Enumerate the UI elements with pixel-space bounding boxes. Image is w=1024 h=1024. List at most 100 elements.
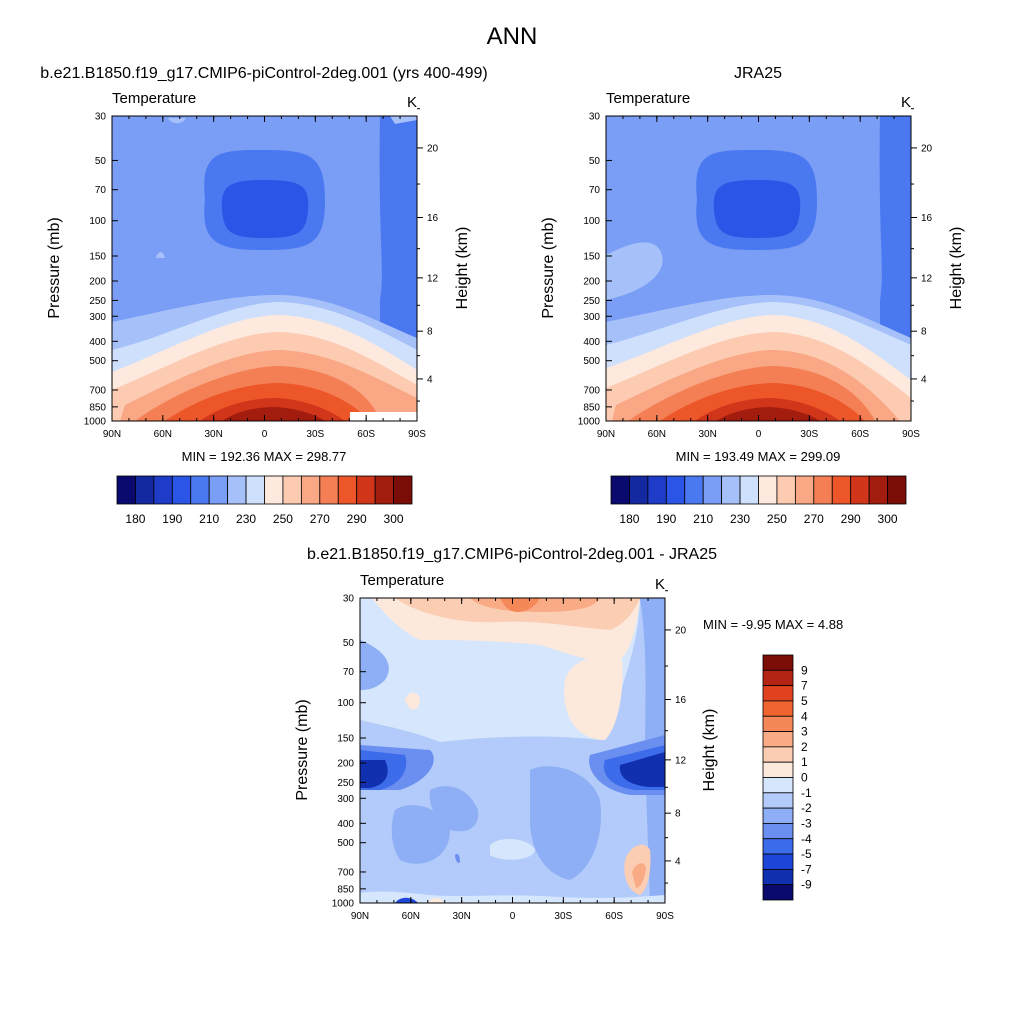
panel-title: b.e21.B1850.f19_g17.CMIP6-piControl-2deg… [40, 65, 487, 82]
colorbar-label: 210 [693, 512, 713, 526]
y-tick-label: 500 [337, 838, 354, 849]
y-tick-label: 700 [583, 385, 600, 396]
colorbar-box [245, 475, 265, 505]
y-tick-label: 850 [583, 402, 600, 413]
colorbar-box [762, 823, 794, 840]
y-tick-label: 400 [583, 337, 600, 348]
x-tick-label: 30N [204, 429, 222, 440]
colorbar-box [153, 475, 173, 505]
colorbar-label: 2 [801, 740, 808, 754]
colorbar-label: 230 [236, 512, 256, 526]
x-tick-label: 0 [262, 429, 268, 440]
height-tick-label: 20 [675, 625, 687, 636]
y-tick-label: 250 [337, 778, 354, 789]
panel-difference: b.e21.B1850.f19_g17.CMIP6-piControl-2deg… [294, 546, 843, 922]
x-tick-label: 30S [554, 911, 572, 922]
x-tick-label: 60S [605, 911, 623, 922]
panel-right-label: K [901, 94, 911, 111]
colorbar-box [762, 761, 794, 778]
panel-stats: MIN = 193.49 MAX = 299.09 [676, 449, 841, 464]
x-tick-label: 30S [800, 429, 818, 440]
x-tick-label: 60S [357, 429, 375, 440]
panel-stats: MIN = 192.36 MAX = 298.77 [182, 449, 347, 464]
colorbar: 180 190 210 230 250 270 290 300 [116, 475, 413, 526]
y-tick-label: 700 [337, 867, 354, 878]
y-tick-label: 1000 [84, 417, 107, 428]
colorbar-box [319, 475, 339, 505]
colorbar-box [135, 475, 155, 505]
height-tick-label: 8 [675, 809, 681, 820]
axis-label-height: Height (km) [454, 227, 471, 310]
colorbar-box [393, 475, 413, 505]
colorbar-label: -5 [801, 847, 812, 861]
colorbar-box [337, 475, 358, 505]
panel-left-label: Temperature [112, 90, 196, 107]
colorbar-label: -3 [801, 816, 812, 830]
colorbar-label: -7 [801, 862, 812, 876]
colorbar-box [739, 475, 759, 505]
colorbar-box [684, 475, 704, 505]
colorbar-label: 210 [199, 512, 219, 526]
height-tick-label: 4 [427, 374, 433, 385]
colorbar-box [721, 475, 741, 505]
colorbar-box [282, 475, 302, 505]
x-tick-label: 90N [103, 429, 121, 440]
axis-label-height: Height (km) [948, 227, 965, 310]
colorbar-label: 7 [801, 679, 808, 693]
x-tick-label: 90S [902, 429, 920, 440]
colorbar-box [762, 884, 794, 901]
y-tick-label: 300 [89, 312, 106, 323]
colorbar-box [116, 475, 136, 505]
panel-title: b.e21.B1850.f19_g17.CMIP6-piControl-2deg… [307, 546, 717, 563]
colorbar-label: 190 [162, 512, 182, 526]
colorbar: 9 754 321 0-1-2-3 -4-5-7 -9 [762, 654, 812, 901]
x-tick-label: 0 [756, 429, 762, 440]
colorbar-box [762, 853, 794, 870]
y-tick-label: 150 [337, 733, 354, 744]
colorbar-box [610, 475, 630, 505]
x-tick-label: 30N [698, 429, 716, 440]
y-tick-label: 70 [95, 185, 107, 196]
colorbar-box [762, 868, 794, 886]
y-tick-label: 850 [337, 884, 354, 895]
x-tick-label: 0 [510, 911, 516, 922]
y-tick-label: 150 [89, 251, 106, 262]
colorbar-label: 250 [273, 512, 293, 526]
colorbar-label: 180 [619, 512, 639, 526]
colorbar-label: 5 [801, 694, 808, 708]
colorbar-label: -2 [801, 801, 812, 815]
height-tick-label: 16 [921, 213, 933, 224]
colorbar-label: 180 [125, 512, 145, 526]
x-tick-label: 30S [306, 429, 324, 440]
height-tick-label: 4 [675, 856, 681, 867]
colorbar-box [629, 475, 649, 505]
panel-right-label: K [655, 576, 665, 593]
axis-label-pressure: Pressure (mb) [294, 699, 311, 800]
x-tick-label: 90N [597, 429, 615, 440]
colorbar-label: -9 [801, 878, 812, 892]
y-tick-label: 30 [589, 112, 601, 123]
x-tick-label: 30N [452, 911, 470, 922]
colorbar-box [356, 475, 376, 505]
panel-stats: MIN = -9.95 MAX = 4.88 [703, 617, 843, 632]
colorbar-label: 290 [347, 512, 367, 526]
y-tick-label: 200 [583, 277, 600, 288]
colorbar-label: 270 [804, 512, 824, 526]
colorbar-box [702, 475, 723, 505]
y-tick-label: 70 [589, 185, 601, 196]
figure-title: ANN [487, 23, 538, 50]
colorbar-box [665, 475, 686, 505]
x-tick-label: 90S [656, 911, 674, 922]
panel-title: JRA25 [734, 65, 782, 82]
y-tick-label: 1000 [332, 899, 355, 910]
y-tick-label: 50 [95, 156, 107, 167]
y-tick-label: 70 [343, 667, 355, 678]
colorbar-label: 250 [767, 512, 787, 526]
y-tick-label: 50 [343, 638, 355, 649]
y-tick-label: 700 [89, 385, 106, 396]
y-tick-label: 250 [583, 296, 600, 307]
colorbar: 180 190 210 230 250 270 290 300 [610, 475, 907, 526]
colorbar-box [171, 475, 192, 505]
x-tick-label: 60N [154, 429, 172, 440]
